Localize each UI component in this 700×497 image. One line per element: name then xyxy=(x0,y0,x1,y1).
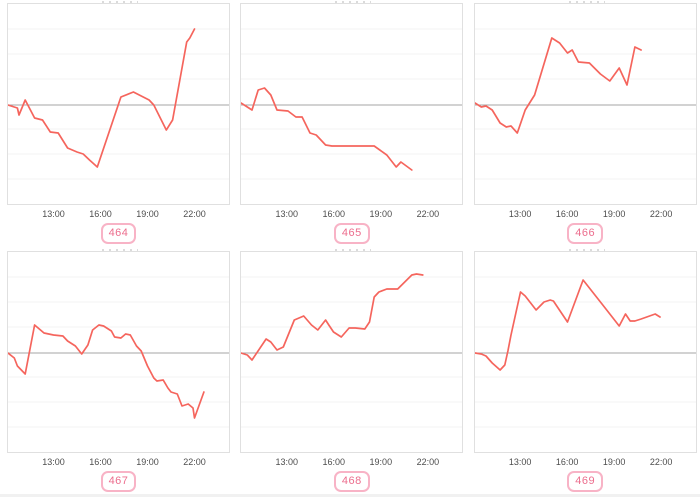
badge-row: 464 xyxy=(7,221,230,249)
x-tick-label: 19:00 xyxy=(369,209,393,219)
x-tick-label: 13:00 xyxy=(275,209,299,219)
x-axis: 13:00 16:00 19:00 22:00 xyxy=(474,205,697,221)
chart-cell: 13:00 16:00 19:00 22:00 468 xyxy=(233,248,466,496)
chart-plot xyxy=(7,3,230,205)
series-line xyxy=(474,279,661,371)
clipped-chart-title xyxy=(568,249,605,251)
series-line xyxy=(241,273,424,361)
x-tick-label: 19:00 xyxy=(602,209,626,219)
badge-row: 469 xyxy=(474,469,697,497)
chart-plot xyxy=(473,251,697,453)
x-axis: 13:00 16:00 19:00 22:00 xyxy=(240,205,463,221)
sparkline-svg xyxy=(241,28,463,180)
x-axis: 13:00 16:00 19:00 22:00 xyxy=(7,205,230,221)
clipped-chart-title xyxy=(102,249,139,251)
x-tick-label: 16:00 xyxy=(89,209,112,219)
chart-plot xyxy=(473,3,697,205)
x-tick-label: 16:00 xyxy=(555,457,579,467)
chart-cell: 13:00 16:00 19:00 22:00 467 xyxy=(0,248,233,496)
sparkline-svg xyxy=(474,28,696,180)
chart-badge[interactable]: 467 xyxy=(100,471,137,492)
chart-plot xyxy=(7,251,230,453)
x-tick-label: 19:00 xyxy=(136,457,159,467)
x-axis: 13:00 16:00 19:00 22:00 xyxy=(7,453,230,469)
x-tick-label: 22:00 xyxy=(649,457,673,467)
chart-cell: 13:00 16:00 19:00 22:00 466 xyxy=(467,0,700,248)
x-tick-label: 19:00 xyxy=(369,457,393,467)
x-tick-label: 13:00 xyxy=(42,457,65,467)
x-tick-label: 16:00 xyxy=(89,457,112,467)
clipped-chart-title xyxy=(335,249,372,251)
x-tick-label: 22:00 xyxy=(183,209,206,219)
x-tick-label: 22:00 xyxy=(416,457,440,467)
sparkline-svg xyxy=(241,273,463,428)
chart-badge[interactable]: 468 xyxy=(333,471,370,492)
chart-plot xyxy=(240,251,464,453)
series-line xyxy=(241,87,413,171)
x-tick-label: 13:00 xyxy=(508,457,532,467)
chart-plot xyxy=(240,3,464,205)
chart-badge[interactable]: 465 xyxy=(333,223,370,244)
x-tick-label: 13:00 xyxy=(275,457,299,467)
series-line xyxy=(8,28,196,168)
badge-row: 465 xyxy=(240,221,463,249)
chart-badge[interactable]: 466 xyxy=(567,223,604,244)
x-axis: 13:00 16:00 19:00 22:00 xyxy=(474,453,697,469)
x-tick-label: 16:00 xyxy=(555,209,579,219)
x-tick-label: 13:00 xyxy=(508,209,532,219)
next-row-edge-divider xyxy=(0,494,700,497)
chart-badge[interactable]: 464 xyxy=(100,223,137,244)
badge-row: 467 xyxy=(7,469,230,497)
clipped-chart-title xyxy=(335,1,372,3)
badge-row: 468 xyxy=(240,469,463,497)
chart-cell: 13:00 16:00 19:00 22:00 465 xyxy=(233,0,466,248)
x-axis: 13:00 16:00 19:00 22:00 xyxy=(240,453,463,469)
x-tick-label: 22:00 xyxy=(416,209,440,219)
x-tick-label: 19:00 xyxy=(602,457,626,467)
chart-cell: 13:00 16:00 19:00 22:00 464 xyxy=(0,0,233,248)
series-line xyxy=(8,324,205,419)
x-tick-label: 16:00 xyxy=(322,457,346,467)
x-tick-label: 22:00 xyxy=(183,457,206,467)
x-tick-label: 19:00 xyxy=(136,209,159,219)
clipped-chart-title xyxy=(102,1,139,3)
sparkline-svg xyxy=(8,276,229,428)
x-tick-label: 16:00 xyxy=(322,209,346,219)
x-tick-label: 22:00 xyxy=(649,209,673,219)
clipped-chart-title xyxy=(568,1,605,3)
x-tick-label: 13:00 xyxy=(42,209,65,219)
chart-badge[interactable]: 469 xyxy=(567,471,604,492)
sparkline-svg xyxy=(8,28,229,180)
badge-row: 466 xyxy=(474,221,697,249)
sparkline-svg xyxy=(474,276,696,428)
chart-cell: 13:00 16:00 19:00 22:00 469 xyxy=(467,248,700,496)
series-line xyxy=(474,37,642,134)
